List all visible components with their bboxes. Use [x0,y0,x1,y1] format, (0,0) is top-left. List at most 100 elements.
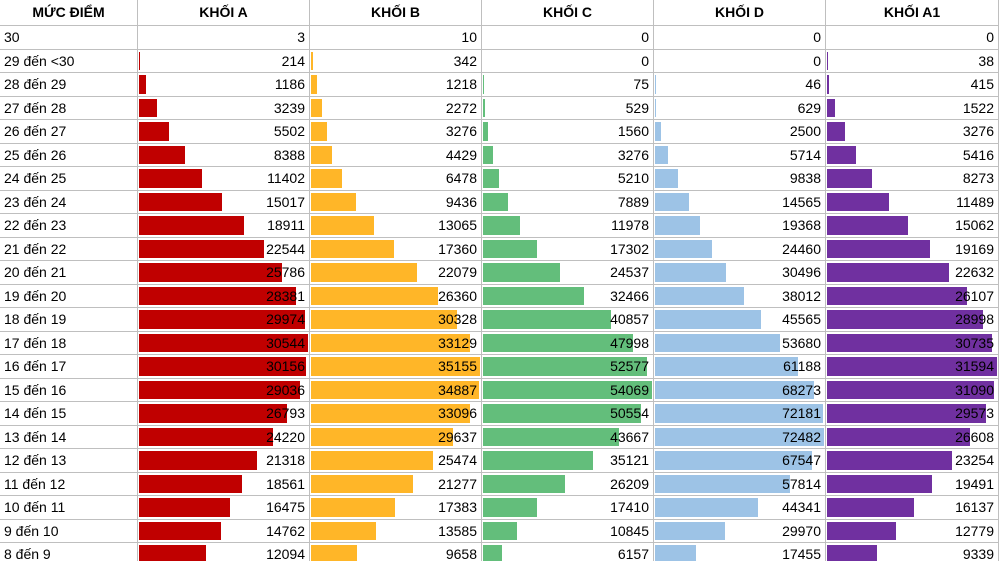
cell-text: 9658 [445,546,477,561]
value-cell: 1186 [138,73,310,97]
value-cell: 17455 [654,543,826,561]
value-cell: 5714 [654,143,826,167]
cell-text: 8388 [273,146,305,163]
value-cell: 5502 [138,120,310,144]
cell-text: 21 đến 22 [4,240,67,257]
data-bar [483,239,538,258]
data-bar [139,122,170,141]
cell-text: 19 đến 20 [4,287,67,304]
row-label: 14 đến 15 [0,402,138,426]
cell-text: 23 đến 24 [4,193,67,210]
value-cell: 1560 [482,120,654,144]
data-bar [483,474,565,493]
value-cell: 28998 [826,308,999,332]
value-cell: 30735 [826,331,999,355]
data-bar [139,192,223,211]
cell-text: 14565 [782,193,821,210]
cell-text: 33096 [438,405,477,421]
value-cell: 45565 [654,308,826,332]
cell-text: 6478 [445,170,477,186]
data-bar [311,145,333,164]
cell-text: 0 [813,52,821,69]
data-bar [311,404,471,423]
cell-text: 43667 [610,428,649,445]
cell-text: 12779 [955,522,994,539]
value-cell: 13585 [310,519,482,543]
data-bar [655,474,790,493]
cell-text: 26209 [610,475,649,492]
value-cell: 26107 [826,284,999,308]
row-label: 23 đến 24 [0,190,138,214]
value-cell: 214 [138,49,310,73]
value-cell: 57814 [654,472,826,496]
data-bar [827,75,830,94]
value-cell: 14565 [654,190,826,214]
cell-text: 30735 [955,334,994,351]
data-bar [139,216,244,235]
data-bar [139,51,141,70]
data-bar [311,545,358,561]
value-cell: 21277 [310,472,482,496]
value-cell: 68273 [654,378,826,402]
cell-text: 11402 [267,170,305,186]
cell-text: 38 [978,52,994,69]
data-bar [311,474,414,493]
data-bar [655,404,824,423]
cell-text: 21277 [438,475,477,492]
value-cell: 10845 [482,519,654,543]
row-label: 18 đến 19 [0,308,138,332]
row-label: 30 [0,26,138,50]
row-label: 20 đến 21 [0,261,138,285]
cell-text: 1560 [617,123,649,139]
data-bar [655,192,689,211]
data-bar [139,545,206,561]
cell-text: 18561 [266,475,305,492]
data-bar [483,286,585,305]
cell-text: 2272 [445,99,477,116]
data-bar [827,98,836,117]
value-cell: 54069 [482,378,654,402]
data-bar [827,474,932,493]
value-cell: 19491 [826,472,999,496]
cell-text: 30 [4,29,20,45]
data-bar [311,263,418,282]
value-cell: 3276 [310,120,482,144]
cell-text: 19491 [955,475,994,492]
value-cell: 31090 [826,378,999,402]
row-label: 25 đến 26 [0,143,138,167]
cell-text: 72482 [782,428,821,445]
cell-text: 34887 [438,381,477,398]
value-cell: 38012 [654,284,826,308]
data-bar [483,545,503,561]
cell-text: 24537 [610,264,649,280]
value-cell: 15062 [826,214,999,238]
value-cell: 35121 [482,449,654,473]
value-cell: 529 [482,96,654,120]
cell-text: 10 [461,29,477,45]
row-label: 26 đến 27 [0,120,138,144]
cell-text: 26360 [438,287,477,304]
cell-text: 40857 [610,311,649,327]
cell-text: 28381 [266,287,305,304]
value-cell: 16137 [826,496,999,520]
cell-text: 16137 [955,499,994,515]
cell-text: 72181 [782,405,821,421]
data-bar [655,451,813,470]
value-cell: 9658 [310,543,482,561]
value-cell: 26360 [310,284,482,308]
cell-text: 52577 [610,358,649,374]
data-bar [139,98,157,117]
data-bar [827,380,995,399]
value-cell: 33096 [310,402,482,426]
cell-text: 53680 [782,334,821,351]
cell-text: 629 [797,99,821,116]
cell-text: 17455 [782,546,821,561]
data-bar [483,427,620,446]
data-bar [311,169,343,188]
data-bar [655,239,713,258]
cell-text: 29970 [782,522,821,539]
data-bar [827,333,993,352]
cell-text: 3276 [445,123,477,139]
data-bar [483,357,648,376]
